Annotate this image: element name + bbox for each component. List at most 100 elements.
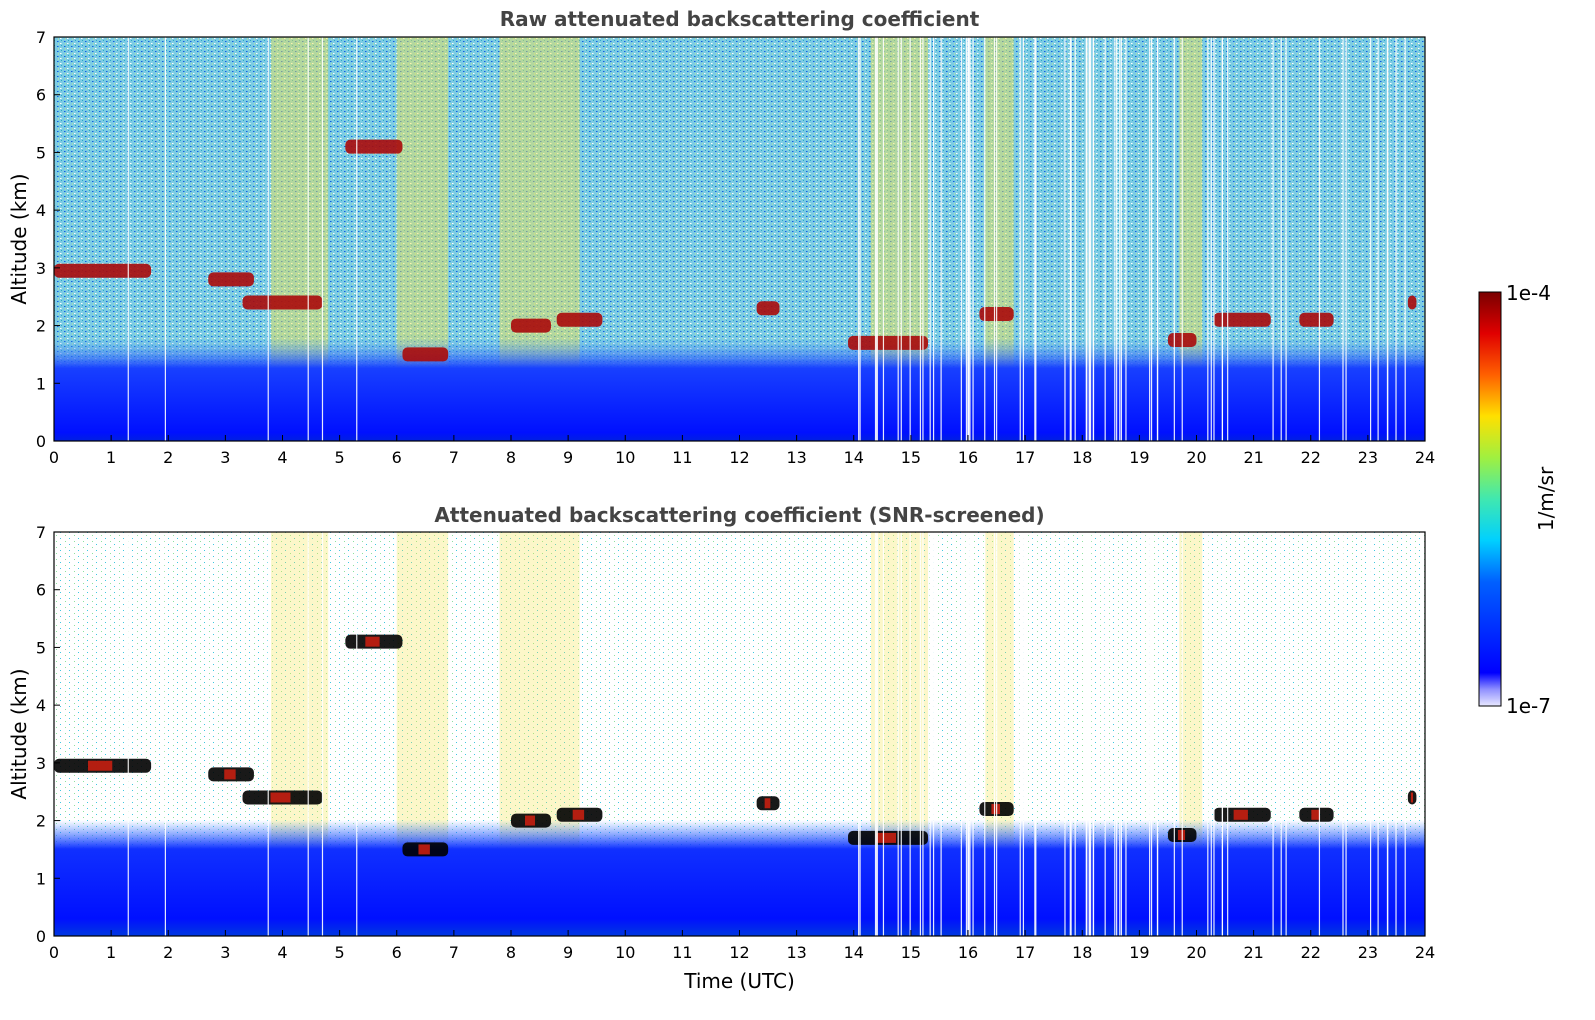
- colorbar-unit-label: 1/m/sr: [1534, 466, 1558, 531]
- y-tick-label: 2: [36, 317, 46, 336]
- x-tick-label: 10: [615, 448, 635, 467]
- x-tick-label: 2: [163, 448, 173, 467]
- colorbar-max-label: 1e-4: [1506, 281, 1551, 305]
- x-tick-label: 4: [277, 448, 287, 467]
- y-tick-label: 6: [36, 581, 46, 600]
- cloud-core: [418, 844, 430, 855]
- x-tick-label: 6: [392, 943, 402, 962]
- x-tick-label: 9: [563, 448, 573, 467]
- x-tick-label: 13: [786, 943, 806, 962]
- cloud-core: [365, 636, 380, 647]
- x-tick-label: 1: [106, 448, 116, 467]
- y-tick-label: 1: [36, 869, 46, 888]
- y-axis-label: Altitude (km): [7, 668, 31, 799]
- colorbar: 1e-4 1e-7 1/m/sr: [1478, 281, 1558, 718]
- x-tick-label: 19: [1129, 943, 1149, 962]
- colorbar-min-label: 1e-7: [1506, 694, 1551, 718]
- x-tick-label: 0: [49, 943, 59, 962]
- cloud-core: [991, 804, 1000, 815]
- y-tick-label: 0: [36, 432, 46, 451]
- cloud-layer: [556, 312, 603, 327]
- x-tick-label: 15: [901, 943, 921, 962]
- x-tick-label: 23: [1358, 943, 1378, 962]
- cloud-layer: [208, 272, 254, 287]
- x-tick-label: 3: [220, 943, 230, 962]
- data-gaps: [127, 37, 1406, 441]
- data-gaps: [127, 532, 1406, 936]
- x-tick-label: 23: [1358, 448, 1378, 467]
- cloud-core: [1410, 792, 1414, 803]
- x-tick-label: 15: [901, 448, 921, 467]
- x-tick-label: 19: [1129, 448, 1149, 467]
- x-tick-label: 14: [844, 448, 864, 467]
- x-tick-label: 8: [506, 943, 516, 962]
- y-tick-label: 7: [36, 28, 46, 47]
- x-tick-label: 5: [335, 943, 345, 962]
- y-tick-label: 1: [36, 374, 46, 393]
- y-tick-label: 6: [36, 86, 46, 105]
- x-tick-label: 8: [506, 448, 516, 467]
- x-tick-label: 5: [335, 448, 345, 467]
- surface-layer: [54, 337, 1425, 441]
- x-tick-label: 10: [615, 943, 635, 962]
- x-tick-label: 17: [1015, 943, 1035, 962]
- x-tick-label: 11: [672, 943, 692, 962]
- x-tick-label: 18: [1072, 943, 1092, 962]
- cloud-layer: [242, 295, 323, 310]
- cloud-layer: [345, 139, 403, 154]
- x-tick-label: 21: [1243, 943, 1263, 962]
- surface-layer: [54, 820, 1425, 936]
- raw-backscatter-panel: Raw attenuated backscattering coefficien…: [7, 7, 1435, 467]
- y-tick-label: 4: [36, 201, 46, 220]
- x-tick-label: 21: [1243, 448, 1263, 467]
- x-tick-label: 11: [672, 448, 692, 467]
- cloud-layer: [402, 347, 449, 362]
- x-tick-label: 24: [1415, 943, 1435, 962]
- x-tick-label: 22: [1301, 448, 1321, 467]
- cloud-layer: [511, 318, 551, 333]
- x-tick-label: 17: [1015, 448, 1035, 467]
- x-tick-label: 7: [449, 943, 459, 962]
- cloud-layer: [1407, 295, 1417, 310]
- y-tick-label: 3: [36, 754, 46, 773]
- x-tick-label: 24: [1415, 448, 1435, 467]
- x-tick-label: 14: [844, 943, 864, 962]
- cloud-core: [270, 792, 291, 803]
- y-tick-label: 0: [36, 927, 46, 946]
- x-tick-label: 3: [220, 448, 230, 467]
- y-tick-label: 2: [36, 812, 46, 831]
- cloud-core: [876, 832, 897, 843]
- cloud-layer: [756, 301, 780, 316]
- x-tick-label: 1: [106, 943, 116, 962]
- panel-title: Attenuated backscattering coefficient (S…: [434, 503, 1044, 527]
- x-ticks: 0 1 2 3 4 5 6 7 8 9 10 11 12 13 14 15 16 17 18 19 20 21 22 23 24: [49, 435, 1435, 467]
- cloud-core: [524, 815, 535, 826]
- y-ticks: 0 1 2 3 4 5 6 7: [36, 28, 60, 451]
- y-axis-label: Altitude (km): [7, 173, 31, 304]
- cloud-layer: [848, 335, 929, 350]
- cloud-core: [1233, 809, 1248, 820]
- cloud-layers: [54, 139, 1417, 362]
- cloud-core: [1311, 809, 1320, 820]
- y-tick-label: 4: [36, 696, 46, 715]
- x-tick-label: 20: [1186, 448, 1206, 467]
- x-tick-label: 4: [277, 943, 287, 962]
- cloud-layer: [54, 263, 152, 278]
- x-axis-label: Time (UTC): [683, 969, 795, 993]
- x-tick-label: 16: [958, 943, 978, 962]
- y-tick-label: 5: [36, 638, 46, 657]
- x-tick-label: 12: [729, 448, 749, 467]
- x-tick-label: 7: [449, 448, 459, 467]
- panel-title: Raw attenuated backscattering coefficien…: [500, 7, 980, 31]
- x-tick-label: 22: [1301, 943, 1321, 962]
- colorbar-gradient: [1478, 291, 1502, 707]
- cloud-core: [572, 809, 585, 820]
- x-tick-label: 12: [729, 943, 749, 962]
- cloud-core: [224, 769, 236, 780]
- x-tick-label: 9: [563, 943, 573, 962]
- x-ticks: 0 1 2 3 4 5 6 7 8 9 10 11 12 13 14 15 16 17 18 19 20 21 22 23 24: [49, 930, 1435, 962]
- y-tick-label: 3: [36, 259, 46, 278]
- x-tick-label: 16: [958, 448, 978, 467]
- x-tick-label: 13: [786, 448, 806, 467]
